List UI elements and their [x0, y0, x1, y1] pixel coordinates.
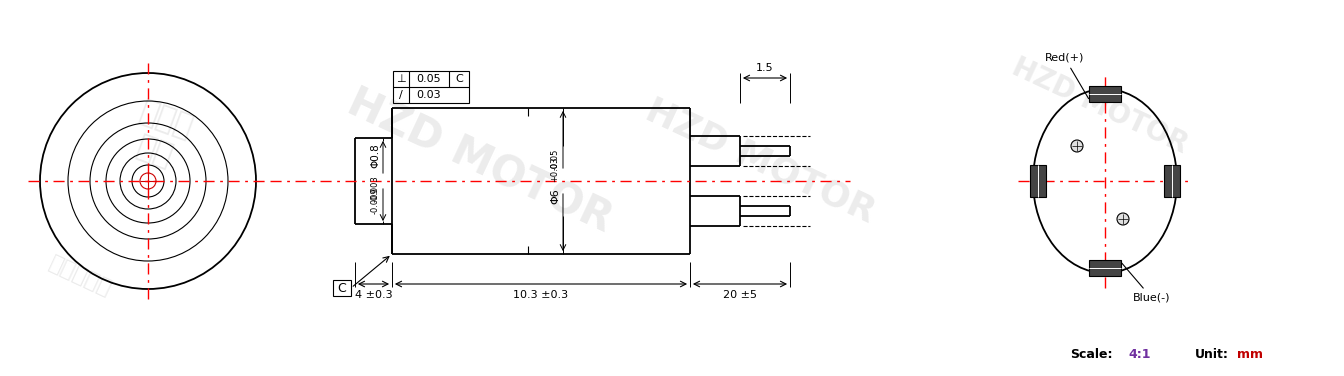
Text: Red(+): Red(+)	[1046, 53, 1089, 99]
Text: Φ0.8: Φ0.8	[370, 144, 380, 168]
Text: 4:1: 4:1	[1128, 347, 1150, 361]
Text: ⊥: ⊥	[396, 74, 406, 84]
Text: /: /	[399, 90, 403, 100]
Circle shape	[1117, 213, 1129, 225]
Text: Blue(-): Blue(-)	[1122, 263, 1171, 303]
Text: -0.003: -0.003	[371, 176, 379, 202]
Text: 10.3 ±0.3: 10.3 ±0.3	[513, 290, 569, 300]
Text: 1.5: 1.5	[757, 63, 774, 73]
Text: HZD MOTOR: HZD MOTOR	[640, 93, 880, 229]
Text: 万至达电机: 万至达电机	[46, 253, 114, 299]
Circle shape	[1071, 140, 1083, 152]
Text: -0.05: -0.05	[551, 148, 559, 170]
Text: 20 ±5: 20 ±5	[723, 290, 757, 300]
Text: -0.009: -0.009	[371, 188, 379, 214]
Text: Unit:: Unit:	[1195, 347, 1228, 361]
Text: C: C	[456, 74, 462, 84]
Bar	[333, 280, 351, 296]
Text: HZD MOTOR: HZD MOTOR	[1008, 53, 1192, 159]
Text: Scale:: Scale:	[1070, 347, 1113, 361]
Text: 4 ±0.3: 4 ±0.3	[355, 290, 392, 300]
Bar	[1089, 86, 1121, 102]
Text: mm: mm	[1236, 347, 1263, 361]
Text: C: C	[337, 282, 347, 294]
Text: HZD MOTOR: HZD MOTOR	[341, 81, 620, 241]
Text: 万至达
电机: 万至达 电机	[124, 97, 196, 175]
Text: Φ6: Φ6	[550, 188, 560, 204]
Bar	[392, 71, 469, 103]
Bar	[1164, 165, 1180, 197]
Text: +0.03: +0.03	[551, 156, 559, 182]
Text: 0.03: 0.03	[417, 90, 441, 100]
Bar	[1030, 165, 1046, 197]
Text: 0.05: 0.05	[417, 74, 441, 84]
Bar	[1089, 260, 1121, 276]
